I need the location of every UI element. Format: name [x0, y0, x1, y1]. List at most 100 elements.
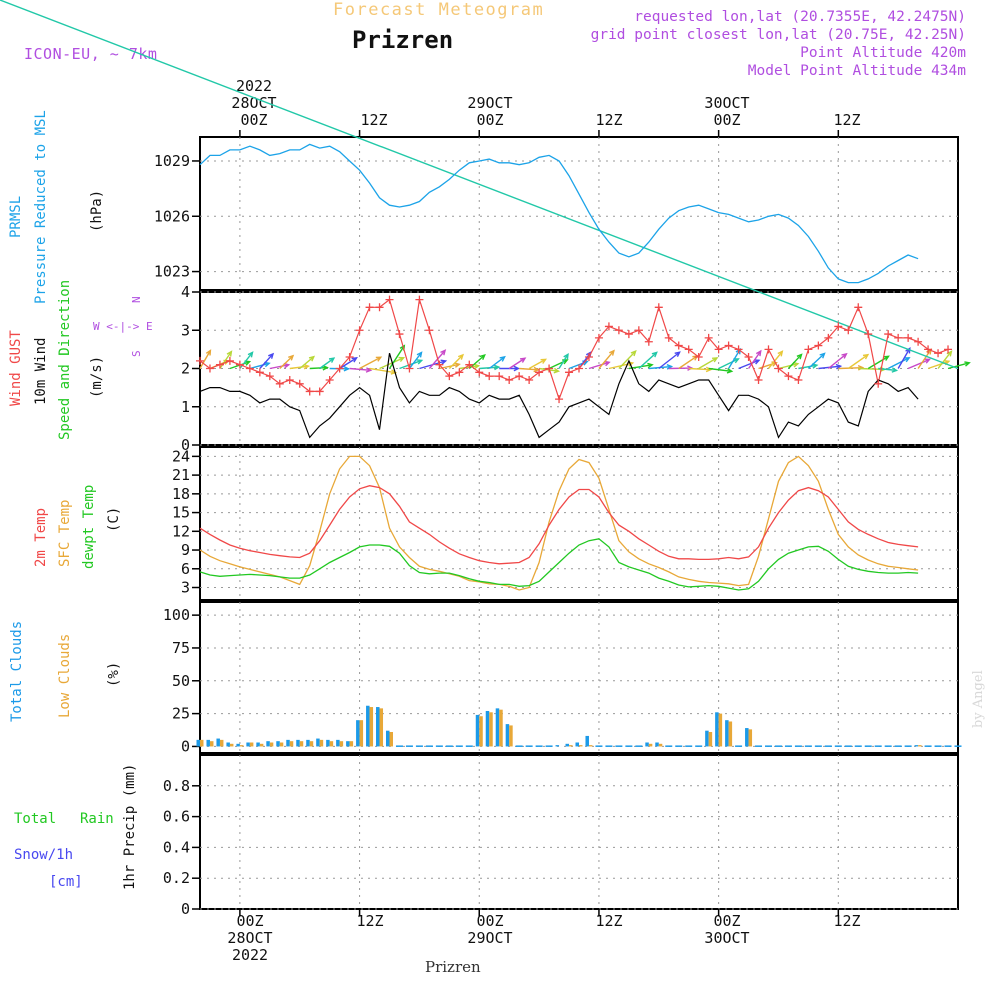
total-cloud-bar — [874, 745, 882, 747]
total-cloud-bar — [206, 739, 210, 747]
total-cloud-bar — [774, 745, 782, 747]
gust-marker — [465, 360, 474, 369]
total-cloud-bar — [914, 745, 919, 747]
bottom-label-hour: 12Z — [595, 912, 623, 930]
gust-marker — [814, 341, 823, 350]
wind-arrow-head — [841, 352, 848, 359]
gust-marker — [435, 360, 444, 369]
total-cloud-bar — [515, 745, 523, 747]
total-cloud-bar — [545, 745, 553, 747]
total-cloud-bar — [685, 745, 693, 747]
y-tick-label: 6 — [181, 560, 190, 578]
wind-arrow-head — [328, 357, 336, 363]
gust-marker — [565, 368, 574, 377]
wind-arrow — [917, 349, 932, 369]
wind-arrow — [488, 356, 505, 370]
wind-arrow-head — [343, 365, 351, 372]
top-label-hour: 12Z — [360, 111, 388, 129]
gust-marker — [325, 375, 334, 384]
bottom-label-hour: 00Z — [713, 912, 741, 930]
precip-total-label: Total — [14, 811, 57, 827]
low-cloud-bar — [748, 729, 753, 747]
gust-marker — [255, 368, 264, 377]
low-cloud-bar — [569, 745, 573, 747]
gust-marker — [285, 375, 294, 384]
total-cloud-bar — [386, 730, 390, 747]
gust-marker — [624, 330, 633, 339]
gust-marker — [714, 345, 723, 354]
total-cloud-bar — [755, 745, 763, 747]
low-cloud-bar — [219, 739, 224, 747]
total-cloud-bar — [495, 708, 500, 747]
total-cloud-bar — [934, 745, 942, 747]
panel-frames — [199, 136, 959, 910]
wind-arrow-head — [440, 349, 447, 356]
total-cloud-bar — [346, 741, 350, 747]
wind-arrow-head — [726, 368, 734, 374]
gust-marker — [944, 345, 953, 354]
gust-marker — [924, 345, 933, 354]
wind-arrow — [388, 345, 405, 369]
wind-arrow — [339, 357, 357, 370]
gust-marker — [555, 395, 564, 404]
gust-marker — [355, 326, 364, 335]
gust-marker — [215, 360, 224, 369]
total-cloud-bar — [445, 745, 453, 747]
bottom-time-label-1: 00Z 28OCT 2022 — [220, 913, 280, 964]
gust-marker — [575, 364, 583, 373]
wind-arrow-head — [609, 349, 615, 356]
wind-arrow-head — [513, 365, 520, 372]
wind-arrow — [588, 361, 610, 370]
total-cloud-bar — [904, 745, 912, 747]
total-cloud-bar — [655, 742, 659, 747]
low-cloud-bar — [200, 739, 204, 747]
total-cloud-bar — [276, 741, 280, 747]
panel-frame — [199, 136, 959, 291]
total-cloud-bar — [226, 742, 230, 747]
top-label-date: 29OCT — [467, 94, 513, 112]
gust-marker — [375, 303, 384, 312]
y-tick-label: 75 — [172, 639, 190, 657]
low-cloud-bar — [708, 731, 713, 747]
total-cloud-bar — [336, 739, 340, 747]
gust-marker — [335, 364, 344, 373]
wind-arrow-head — [519, 357, 527, 363]
wind-arrow — [738, 359, 760, 370]
wind-arrow-head — [398, 356, 406, 363]
wind-arrow-head — [205, 349, 212, 356]
wind-arrow-head — [416, 351, 423, 358]
total-cloud-bar — [794, 745, 802, 747]
total-cloud-bar — [675, 745, 683, 747]
wind-arrow-head — [365, 367, 373, 373]
wind-arrow-head — [651, 351, 658, 358]
gust-marker — [475, 368, 484, 377]
low-cloud-bar — [369, 707, 374, 747]
total-cloud-bar — [705, 730, 709, 747]
wind-arrow — [787, 353, 803, 369]
total-cloud-bar — [485, 710, 490, 747]
bottom-label-year: 2022 — [231, 946, 269, 964]
gust-marker — [654, 303, 663, 312]
y-tick-label: 15 — [172, 504, 190, 522]
gust-markers — [196, 296, 953, 404]
model-point-altitude: Model Point Altitude 434m — [747, 63, 966, 79]
top-label-year: 2022 — [235, 77, 273, 95]
total-cloud-bar — [465, 745, 473, 747]
total-cloud-bar — [725, 720, 729, 747]
axis-ticks: 1023102610290123436912151821240255075100… — [154, 130, 840, 918]
wind-arrow — [528, 358, 546, 370]
y-tick-label: 0 — [181, 900, 190, 918]
total-cloud-bar — [814, 745, 822, 747]
wind-arrow — [718, 358, 739, 370]
grid-lines — [200, 137, 958, 910]
low-cloud-bar — [209, 741, 214, 747]
chart-title: Prizren — [352, 26, 454, 54]
compass-west-east: W <-|-> E — [93, 320, 153, 333]
wind-arrow-head — [705, 366, 713, 373]
gust-marker — [664, 333, 673, 342]
wind-arrow — [747, 350, 762, 369]
wind-arrow — [708, 367, 732, 373]
bottom-time-label-3: 00Z 29OCT — [455, 913, 525, 947]
y-tick-label: 100 — [163, 606, 190, 624]
precip-snow-unit: [cm] — [49, 874, 83, 890]
